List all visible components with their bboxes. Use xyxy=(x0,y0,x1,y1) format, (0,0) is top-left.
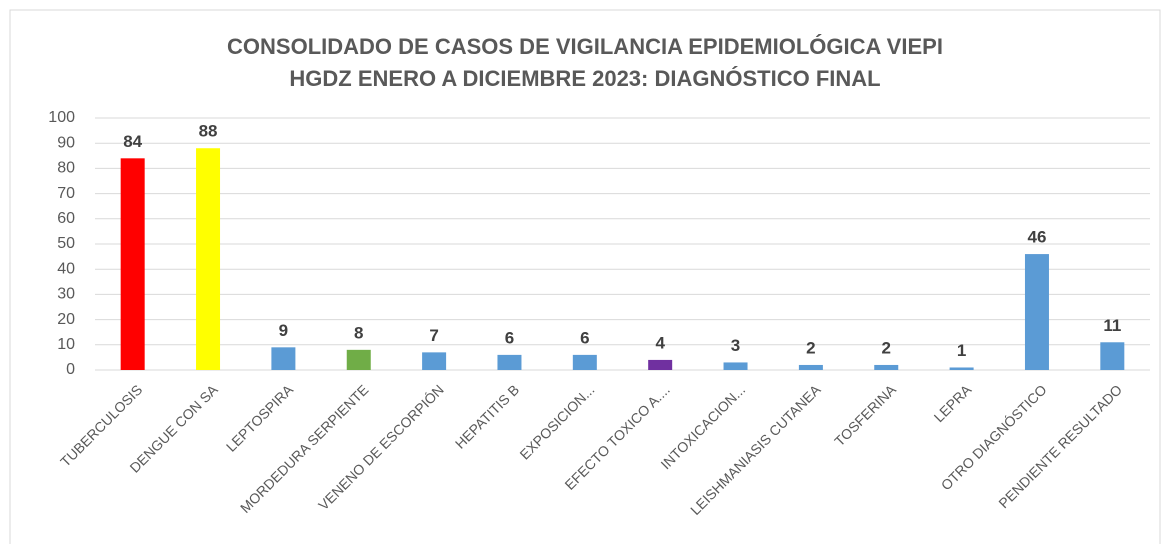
bar xyxy=(798,364,823,370)
data-label: 84 xyxy=(123,132,142,151)
bar xyxy=(723,362,748,370)
data-label: 11 xyxy=(1103,316,1121,335)
data-label: 88 xyxy=(199,122,218,141)
bar xyxy=(120,158,145,370)
y-tick-label: 100 xyxy=(48,109,75,126)
bar xyxy=(1100,342,1125,370)
y-tick-label: 80 xyxy=(57,160,75,177)
data-label: 4 xyxy=(655,333,665,352)
bar xyxy=(497,354,522,370)
data-label: 2 xyxy=(882,338,891,357)
y-tick-label: 70 xyxy=(57,185,75,202)
y-tick-label: 30 xyxy=(57,286,75,303)
data-label: 8 xyxy=(354,323,363,342)
bar xyxy=(949,367,974,370)
y-tick-label: 10 xyxy=(57,336,75,353)
bar xyxy=(271,347,296,370)
chart-title: CONSOLIDADO DE CASOS DE VIGILANCIA EPIDE… xyxy=(227,34,943,59)
data-label: 7 xyxy=(429,326,438,345)
chart-title: HGDZ ENERO A DICIEMBRE 2023: DIAGNÓSTICO… xyxy=(289,66,880,91)
bar xyxy=(1024,254,1049,370)
data-label: 1 xyxy=(957,341,966,360)
bar xyxy=(196,148,221,370)
data-label: 6 xyxy=(505,328,514,347)
y-tick-label: 20 xyxy=(57,311,75,328)
y-tick-label: 60 xyxy=(57,210,75,227)
bar xyxy=(346,349,371,370)
bar xyxy=(874,364,899,370)
data-label: 9 xyxy=(279,321,288,340)
y-tick-label: 40 xyxy=(57,260,75,277)
y-tick-label: 0 xyxy=(66,361,75,378)
data-label: 46 xyxy=(1028,228,1047,247)
data-label: 6 xyxy=(580,328,589,347)
y-tick-label: 90 xyxy=(57,134,75,151)
bar xyxy=(572,354,597,370)
data-label: 2 xyxy=(806,338,815,357)
bar xyxy=(648,359,673,370)
data-label: 3 xyxy=(731,336,740,355)
y-tick-label: 50 xyxy=(57,235,75,252)
bar xyxy=(422,352,447,370)
